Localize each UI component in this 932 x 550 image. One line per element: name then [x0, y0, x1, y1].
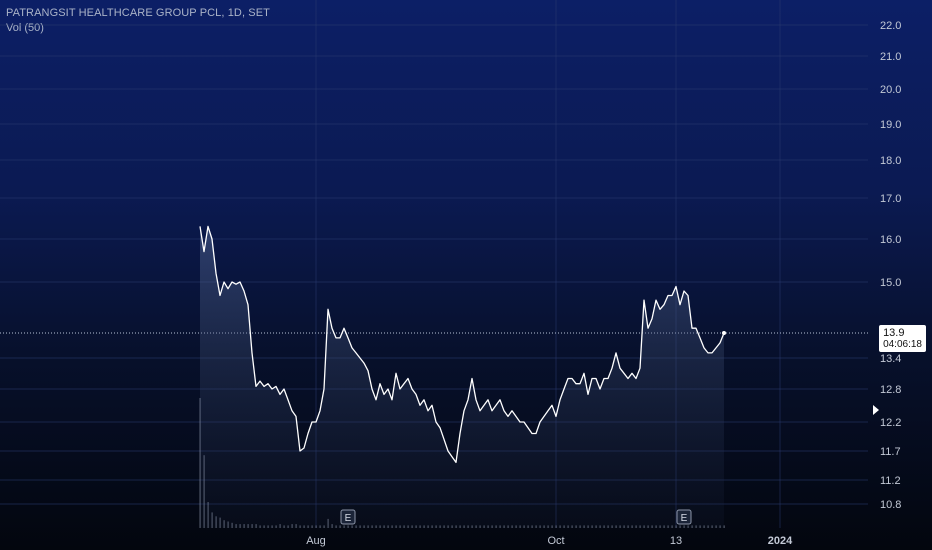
y-tick-label: 11.2: [880, 475, 901, 487]
y-tick-label: 12.8: [880, 384, 901, 396]
price-area: [200, 226, 724, 528]
symbol-title[interactable]: PATRANGSIT HEALTHCARE GROUP PCL, 1D, SET: [6, 7, 270, 19]
price-line: [199, 225, 726, 464]
y-tick-label: 10.8: [880, 499, 901, 511]
earnings-marker-box: [676, 509, 692, 525]
earnings-marker[interactable]: E: [340, 509, 356, 525]
last-price-point: [722, 331, 726, 335]
y-tick-label: 21.0: [880, 51, 901, 63]
scroll-right-icon[interactable]: [873, 405, 879, 415]
earnings-marker-label: E: [345, 513, 352, 524]
y-tick-label: 22.0: [880, 20, 901, 32]
y-tick-label: 18.0: [880, 155, 901, 167]
y-tick-label: 20.0: [880, 84, 901, 96]
x-tick-label: 2024: [768, 535, 793, 547]
volume-bar: [723, 525, 725, 528]
y-tick-label: 19.0: [880, 119, 901, 131]
y-tick-label: 13.4: [880, 353, 901, 365]
earnings-marker-box: [340, 509, 356, 525]
x-tick-label: Aug: [306, 535, 326, 547]
x-tick-label: 13: [670, 535, 682, 547]
earnings-markers: EEE: [340, 509, 692, 525]
price-area-fill: [200, 226, 724, 528]
y-tick-label: 15.0: [880, 277, 901, 289]
price-series-line: [199, 225, 725, 464]
earnings-marker-label: E: [681, 513, 688, 524]
y-tick-label: 17.0: [880, 193, 901, 205]
y-tick-label: 16.0: [880, 234, 901, 246]
y-tick-label: 12.2: [880, 417, 901, 429]
bar-countdown: 04:06:18: [883, 339, 922, 350]
y-tick-label: 11.7: [880, 446, 901, 458]
last-price-value: 13.9: [883, 327, 905, 339]
price-axis[interactable]: 22.0 21.0 20.0 19.0 18.0 17.0 16.0 15.0 13.4 12.8…: [880, 20, 901, 511]
last-price-label: 13.9 04:06:18: [879, 325, 926, 352]
time-axis[interactable]: AugOct132024MarMayJul: [306, 535, 932, 547]
earnings-marker[interactable]: E: [676, 509, 692, 525]
x-tick-label: Oct: [547, 535, 564, 547]
